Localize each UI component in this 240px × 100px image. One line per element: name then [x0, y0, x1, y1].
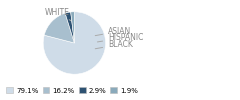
- Text: WHITE: WHITE: [45, 8, 71, 20]
- Wedge shape: [44, 13, 74, 43]
- Legend: 79.1%, 16.2%, 2.9%, 1.9%: 79.1%, 16.2%, 2.9%, 1.9%: [3, 85, 141, 96]
- Text: ASIAN: ASIAN: [95, 27, 131, 36]
- Wedge shape: [71, 12, 74, 43]
- Wedge shape: [43, 12, 106, 74]
- Text: BLACK: BLACK: [95, 40, 133, 49]
- Wedge shape: [65, 12, 74, 43]
- Text: HISPANIC: HISPANIC: [97, 33, 144, 42]
